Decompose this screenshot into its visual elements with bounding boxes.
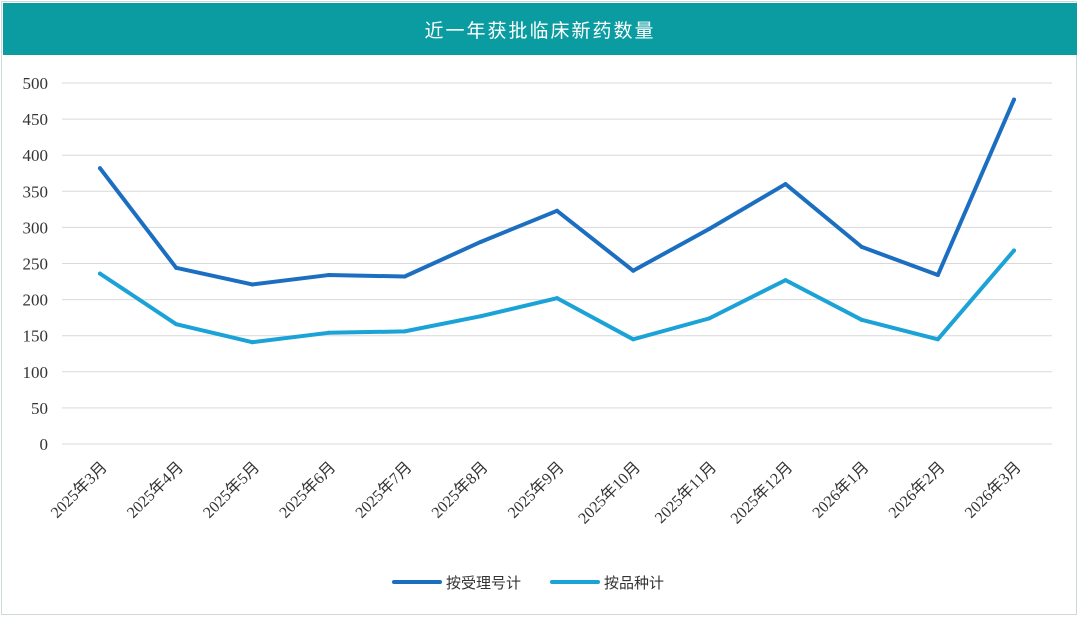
data-point [707, 316, 712, 321]
series-line-1 [98, 97, 1016, 287]
x-tick-label: 2025年9月 [504, 458, 568, 522]
y-tick-label: 400 [23, 146, 49, 165]
y-tick-label: 450 [23, 110, 49, 129]
x-tick-label: 2025年12月 [727, 458, 796, 527]
y-tick-label: 200 [23, 291, 49, 310]
x-tick-label: 2025年5月 [200, 458, 264, 522]
x-axis-ticks: 2025年3月 2025年4月 2025年5月 2025年6月 2025年7月 2025年… [47, 458, 1025, 527]
data-point [326, 330, 331, 335]
y-tick-label: 0 [40, 435, 49, 454]
chart-title: 近一年获批临床新药数量 [3, 3, 1077, 55]
x-tick-label: 2025年11月 [651, 458, 720, 527]
x-tick-label: 2025年10月 [575, 458, 644, 527]
data-point [402, 274, 407, 279]
y-tick-label: 350 [23, 182, 49, 201]
data-point [478, 314, 483, 319]
data-point [174, 265, 179, 270]
y-tick-label: 300 [23, 218, 49, 237]
x-tick-label: 2026年1月 [809, 458, 873, 522]
data-point [859, 317, 864, 322]
data-point [98, 166, 102, 171]
legend-label: 按品种计 [604, 574, 664, 592]
legend: 按受理号计 按品种计 [392, 574, 664, 592]
y-tick-label: 500 [23, 74, 49, 93]
data-point [98, 271, 102, 276]
data-point [402, 329, 407, 334]
y-tick-label: 50 [31, 399, 48, 418]
x-tick-label: 2026年3月 [961, 458, 1025, 522]
grid-lines [62, 82, 1052, 445]
series-lines [98, 97, 1016, 345]
x-tick-label: 2025年3月 [47, 458, 111, 522]
data-point [1012, 97, 1016, 102]
x-tick-label: 2025年4月 [123, 458, 187, 522]
data-point [707, 226, 712, 231]
data-point [326, 273, 331, 278]
data-point [631, 268, 636, 273]
data-point [1012, 248, 1016, 253]
data-point [783, 278, 788, 283]
y-axis-ticks: 0 50 100 150 200 250 300 350 400 450 500 [23, 74, 49, 454]
data-point [250, 340, 255, 345]
x-tick-label: 2026年2月 [885, 458, 949, 522]
x-tick-label: 2025年6月 [276, 458, 340, 522]
data-point [935, 273, 940, 278]
data-point [859, 244, 864, 249]
x-tick-label: 2025年7月 [352, 458, 416, 522]
y-tick-label: 250 [23, 255, 49, 274]
data-point [250, 282, 255, 287]
data-point [555, 208, 559, 213]
y-tick-label: 150 [23, 327, 49, 346]
data-point [174, 322, 179, 327]
data-point [478, 239, 483, 244]
y-tick-label: 100 [23, 363, 49, 382]
legend-label: 按受理号计 [446, 574, 521, 592]
data-point [555, 296, 559, 301]
data-point [935, 337, 940, 342]
data-point [631, 337, 636, 342]
data-point [783, 182, 788, 187]
x-tick-label: 2025年8月 [428, 458, 492, 522]
